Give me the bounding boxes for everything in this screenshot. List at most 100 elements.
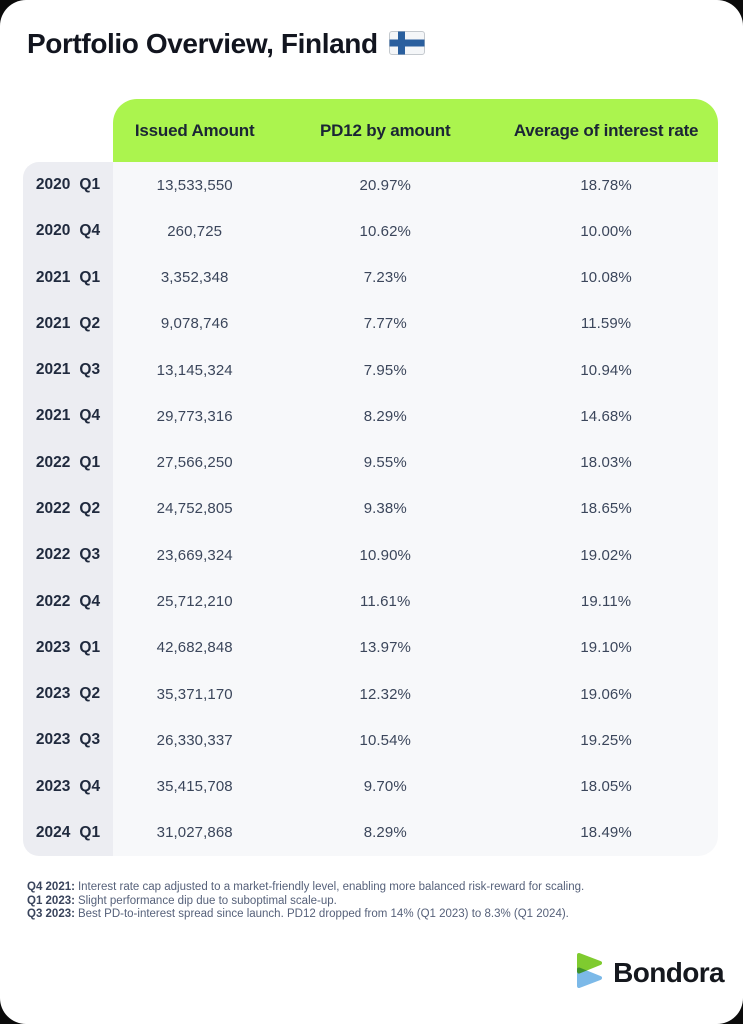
column-header-interest-rate: Average of interest rate [513, 120, 699, 140]
row-quarter: Q2 [79, 499, 101, 517]
row-quarter: Q3 [79, 361, 101, 379]
row-quarter: Q2 [79, 314, 101, 332]
column-header-issued-amount: Issued Amount [134, 120, 255, 140]
cell-pd12: 10.62% [359, 222, 411, 240]
cell-pd12: 10.54% [359, 731, 411, 749]
footnote-q1-2023: Q1 2023: Slight performance dip due to su… [27, 895, 727, 909]
cell-pd12: 20.97% [359, 176, 411, 194]
row-label: 2021 Q1 [23, 255, 113, 301]
row-quarter: Q1 [79, 176, 101, 194]
table-row: 13,533,550 20.97% 18.78% [113, 162, 718, 208]
bondora-logo: Bondora [575, 953, 725, 993]
row-quarter: Q1 [79, 638, 101, 656]
table-row: 25,712,210 11.61% 19.11% [113, 578, 718, 624]
cell-pd12: 8.29% [363, 407, 407, 425]
footnote-text: Slight performance dip due to suboptimal… [77, 894, 337, 907]
cell-pd12: 10.90% [359, 546, 411, 564]
row-year: 2020 [35, 222, 71, 240]
row-label: 2021 Q4 [23, 393, 113, 439]
row-year: 2021 [35, 314, 71, 332]
cell-rate: 18.78% [580, 176, 632, 194]
column-header-pd12: PD12 by amount [320, 120, 451, 140]
cell-rate: 19.06% [580, 685, 632, 703]
row-label: 2022 Q4 [23, 578, 113, 624]
table-row: 26,330,337 10.54% 19.25% [113, 717, 718, 763]
cell-pd12: 9.55% [363, 454, 407, 472]
title-row: Portfolio Overview, Finland [27, 28, 425, 60]
cell-pd12: 7.95% [363, 361, 407, 379]
cell-issued: 35,415,708 [156, 778, 233, 796]
row-quarter: Q4 [79, 222, 101, 240]
table-row: 9,078,746 7.77% 11.59% [113, 301, 718, 347]
cell-rate: 19.25% [580, 731, 632, 749]
cell-pd12: 7.23% [363, 269, 407, 287]
table-row: 3,352,348 7.23% 10.08% [113, 255, 718, 301]
table-row: 35,415,708 9.70% 18.05% [113, 763, 718, 809]
row-year: 2022 [35, 592, 71, 610]
cell-issued: 23,669,324 [156, 546, 233, 564]
cell-issued: 42,682,848 [156, 639, 233, 657]
cell-rate: 19.02% [580, 546, 632, 564]
row-quarter: Q3 [79, 731, 101, 749]
cell-pd12: 9.38% [363, 500, 407, 518]
footnote-text: Best PD-to-interest spread since launch.… [77, 908, 569, 920]
row-label: 2020 Q1 [23, 162, 113, 208]
cell-issued: 13,533,550 [156, 176, 233, 194]
row-quarter: Q4 [79, 407, 101, 425]
bondora-logo-icon [575, 953, 604, 993]
cell-rate: 10.08% [580, 269, 632, 287]
cell-issued: 29,773,316 [156, 407, 233, 425]
cell-rate: 11.59% [580, 315, 632, 333]
row-year: 2023 [35, 731, 71, 749]
row-quarter: Q1 [79, 823, 101, 841]
table-row: 27,566,250 9.55% 18.03% [113, 440, 718, 486]
table-row: 24,752,805 9.38% 18.65% [113, 486, 718, 532]
cell-rate: 19.10% [580, 639, 632, 657]
table-row: 13,145,324 7.95% 10.94% [113, 347, 718, 393]
footnote-prefix: Q1 2023: [27, 894, 75, 907]
cell-issued: 13,145,324 [156, 361, 233, 379]
quarter-column: 2020 Q1 2020 Q4 2021 Q1 2021 Q2 2021 Q3 2021 Q4 2022… [23, 162, 113, 856]
table-body: 13,533,550 20.97% 18.78% 260,725 10.62% 10.00… [113, 162, 718, 856]
cell-rate: 18.05% [580, 778, 632, 796]
row-year: 2021 [35, 361, 71, 379]
cell-pd12: 9.70% [363, 778, 407, 796]
cell-pd12: 8.29% [363, 824, 407, 842]
cell-issued: 27,566,250 [156, 454, 233, 472]
cell-rate: 18.49% [580, 824, 632, 842]
table-row: 23,669,324 10.90% 19.02% [113, 532, 718, 578]
row-year: 2022 [35, 499, 71, 517]
table-row: 29,773,316 8.29% 14.68% [113, 393, 718, 439]
cell-rate: 14.68% [580, 407, 632, 425]
bondora-logo-text: Bondora [613, 957, 725, 988]
cell-issued: 24,752,805 [156, 500, 233, 518]
row-label: 2022 Q1 [23, 440, 113, 486]
cell-issued: 31,027,868 [156, 824, 233, 842]
cell-issued: 26,330,337 [156, 731, 233, 749]
cell-pd12: 7.77% [363, 315, 407, 333]
row-year: 2021 [35, 268, 71, 286]
row-label: 2021 Q3 [23, 347, 113, 393]
row-quarter: Q1 [79, 268, 101, 286]
cell-rate: 18.65% [580, 500, 632, 518]
row-label: 2022 Q3 [23, 532, 113, 578]
footnote-q3-2023: Q3 2023: Best PD-to-interest spread since… [27, 908, 727, 922]
cell-issued: 3,352,348 [160, 269, 229, 287]
cell-issued: 25,712,210 [156, 593, 233, 611]
row-label: 2022 Q2 [23, 486, 113, 532]
row-year: 2024 [35, 823, 71, 841]
table-header: Issued Amount PD12 by amount Average of … [113, 99, 718, 162]
row-quarter: Q4 [79, 777, 101, 795]
cell-issued: 260,725 [167, 222, 223, 240]
row-year: 2021 [35, 407, 71, 425]
row-quarter: Q4 [79, 592, 101, 610]
footnote-q4-2021: Q4 2021: Interest rate cap adjusted to a … [27, 881, 727, 895]
table-row: 42,682,848 13.97% 19.10% [113, 625, 718, 671]
table-row: 31,027,868 8.29% 18.49% [113, 810, 718, 856]
row-label: 2020 Q4 [23, 208, 113, 254]
row-year: 2022 [35, 546, 71, 564]
footnote-prefix: Q3 2023: [27, 908, 75, 920]
row-label: 2023 Q2 [23, 671, 113, 717]
footnotes: Q4 2021: Interest rate cap adjusted to a … [27, 881, 727, 922]
